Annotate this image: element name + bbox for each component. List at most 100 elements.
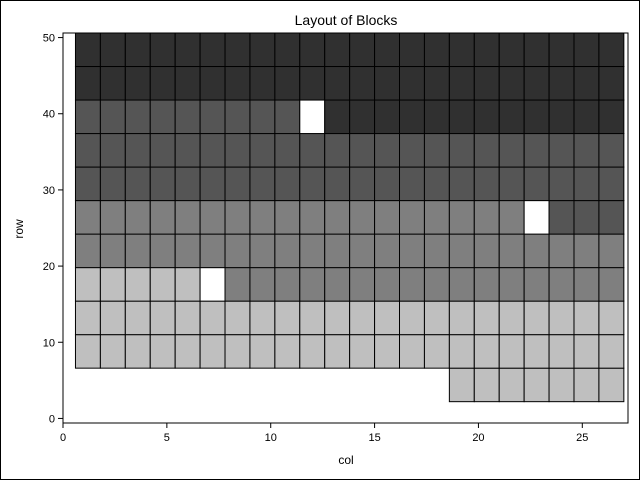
block-cell (249, 267, 276, 302)
block-cell (299, 66, 326, 101)
block-cell (74, 32, 101, 68)
block-cell (399, 300, 425, 336)
block-cell (423, 267, 450, 302)
block-cell (299, 300, 326, 336)
block-cell (374, 300, 401, 336)
block-cell (199, 166, 226, 202)
block-cell (448, 200, 475, 235)
block-cell (149, 200, 176, 235)
block-cell (124, 133, 151, 168)
block-cell (324, 66, 351, 101)
block-cell (598, 32, 625, 68)
block-cell (299, 32, 326, 68)
block-cell (523, 267, 550, 302)
block-cell (598, 367, 625, 403)
block-cell (274, 200, 301, 235)
block-cell (423, 133, 450, 168)
block-cell (548, 166, 575, 202)
block-cell (448, 133, 475, 168)
block-cell (598, 200, 625, 235)
block-cell (573, 367, 600, 403)
block-cell (274, 99, 301, 135)
block-cell (523, 32, 550, 68)
block-cell (349, 200, 376, 235)
block-cell (274, 300, 301, 336)
block-cell (349, 233, 376, 269)
block-cell (299, 267, 326, 302)
block-cell (149, 166, 176, 202)
block-cell (423, 32, 450, 68)
block-cell (598, 300, 625, 336)
block-cell (199, 66, 226, 101)
block-cell (124, 32, 151, 68)
block-cell (523, 334, 550, 369)
block-cell (324, 99, 351, 135)
block-cell (498, 32, 525, 68)
block-cell (399, 32, 425, 68)
block-cell (124, 267, 151, 302)
block-cell (399, 200, 425, 235)
empty-cell (523, 200, 550, 235)
block-cell (324, 32, 351, 68)
cells-layer (74, 32, 625, 403)
block-cell (349, 32, 376, 68)
x-tick-label: 10 (265, 432, 277, 444)
empty-cell (299, 99, 326, 135)
x-tick-label: 5 (164, 432, 170, 444)
block-cell (224, 99, 251, 135)
y-tick-label: 30 (43, 185, 55, 197)
block-cell (349, 166, 376, 202)
block-cell (598, 133, 625, 168)
block-cell (374, 166, 401, 202)
block-cell (498, 166, 525, 202)
block-cell (174, 300, 201, 336)
block-cell (224, 300, 251, 336)
block-cell (548, 32, 575, 68)
block-cell (249, 233, 276, 269)
block-cell (99, 99, 126, 135)
block-cell (149, 334, 176, 369)
y-axis-ticks: 0 10 20 30 40 50 (43, 33, 63, 425)
block-cell (399, 66, 425, 101)
block-cell (124, 166, 151, 202)
block-cell (523, 133, 550, 168)
block-cell (99, 233, 126, 269)
block-cell (299, 233, 326, 269)
plot-area-border (62, 32, 629, 424)
block-cell (548, 267, 575, 302)
block-cell (349, 66, 376, 101)
block-cell (324, 166, 351, 202)
block-cell (423, 99, 450, 135)
x-tick-label: 15 (368, 432, 380, 444)
block-cell (224, 166, 251, 202)
block-cell (249, 200, 276, 235)
block-cell (124, 300, 151, 336)
y-axis-label: row (12, 219, 26, 239)
block-cell (423, 166, 450, 202)
block-cell (74, 334, 101, 369)
block-cell (74, 66, 101, 101)
block-cell (498, 367, 525, 403)
block-cell (573, 166, 600, 202)
block-cell (224, 267, 251, 302)
block-cell (598, 99, 625, 135)
block-cell (99, 200, 126, 235)
block-cell (473, 99, 500, 135)
block-cell (149, 300, 176, 336)
block-cell (423, 233, 450, 269)
block-cell (423, 200, 450, 235)
block-cell (374, 200, 401, 235)
block-cell (174, 200, 201, 235)
block-cell (199, 300, 226, 336)
block-cell (74, 200, 101, 235)
block-cell (598, 66, 625, 101)
block-cell (224, 200, 251, 235)
block-cell (174, 99, 201, 135)
block-cell (324, 267, 351, 302)
block-cell (74, 99, 101, 135)
y-tick-label: 50 (43, 33, 55, 45)
block-cell (548, 99, 575, 135)
block-cell (274, 66, 301, 101)
block-cell (448, 367, 475, 403)
block-cell (199, 334, 226, 369)
